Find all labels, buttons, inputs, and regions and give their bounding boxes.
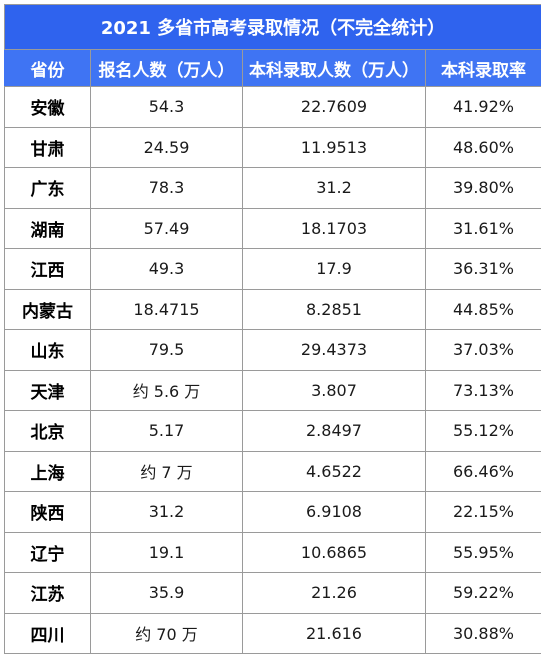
table-row: 天津约 5.6 万 3.807 73.13% bbox=[4, 369, 541, 411]
cell-applicants: 5.17 bbox=[90, 410, 243, 452]
cell-province: 广东 bbox=[4, 167, 91, 209]
cell-admission-rate: 31.61% bbox=[425, 207, 541, 249]
cell-applicants: 24.59 bbox=[90, 126, 243, 168]
cell-admission-rate: 66.46% bbox=[425, 450, 541, 492]
cell-admitted: 21.616 bbox=[242, 612, 426, 654]
cell-admission-rate: 55.12% bbox=[425, 410, 541, 452]
header-admission-rate: 本科录取率 bbox=[425, 49, 541, 87]
cell-applicants: 57.49 bbox=[90, 207, 243, 249]
table-row: 山东 79.5 29.4373 37.03% bbox=[4, 329, 541, 371]
cell-admission-rate: 59.22% bbox=[425, 572, 541, 614]
cell-admitted: 18.1703 bbox=[242, 207, 426, 249]
cell-province: 上海 bbox=[4, 450, 91, 492]
cell-admitted: 17.9 bbox=[242, 248, 426, 290]
header-applicants: 报名人数（万人） bbox=[90, 49, 243, 87]
cell-applicants: 35.9 bbox=[90, 572, 243, 614]
table-row: 广东 78.3 31.2 39.80% bbox=[4, 167, 541, 209]
cell-admitted: 6.9108 bbox=[242, 491, 426, 533]
table-row: 北京 5.17 2.8497 55.12% bbox=[4, 410, 541, 452]
cell-admitted: 22.7609 bbox=[242, 86, 426, 128]
table-row: 湖南 57.49 18.1703 31.61% bbox=[4, 207, 541, 249]
cell-admitted: 4.6522 bbox=[242, 450, 426, 492]
cell-applicants: 约 7 万 bbox=[90, 450, 243, 492]
cell-admitted: 2.8497 bbox=[242, 410, 426, 452]
cell-admission-rate: 73.13% bbox=[425, 369, 541, 411]
cell-applicants: 31.2 bbox=[90, 491, 243, 533]
cell-admission-rate: 55.95% bbox=[425, 531, 541, 573]
cell-applicants: 54.3 bbox=[90, 86, 243, 128]
table-row: 江苏 35.9 21.26 59.22% bbox=[4, 572, 541, 614]
cell-province: 山东 bbox=[4, 329, 91, 371]
cell-admitted: 11.9513 bbox=[242, 126, 426, 168]
table-row: 陕西 31.2 6.9108 22.15% bbox=[4, 491, 541, 533]
admission-table: 2021 多省市高考录取情况（不完全统计） 省份 报名人数（万人） 本科录取人数… bbox=[4, 4, 541, 654]
cell-admitted: 8.2851 bbox=[242, 288, 426, 330]
cell-admission-rate: 39.80% bbox=[425, 167, 541, 209]
cell-applicants: 19.1 bbox=[90, 531, 243, 573]
cell-admission-rate: 41.92% bbox=[425, 86, 541, 128]
cell-admission-rate: 36.31% bbox=[425, 248, 541, 290]
table-row: 安徽 54.3 22.7609 41.92% bbox=[4, 86, 541, 128]
table-row: 江西 49.3 17.9 36.31% bbox=[4, 248, 541, 290]
cell-province: 江西 bbox=[4, 248, 91, 290]
table-row: 四川约 70 万 21.616 30.88% bbox=[4, 612, 541, 654]
cell-admitted: 3.807 bbox=[242, 369, 426, 411]
table-row: 辽宁 19.1 10.6865 55.95% bbox=[4, 531, 541, 573]
cell-province: 安徽 bbox=[4, 86, 91, 128]
table-row: 甘肃 24.59 11.9513 48.60% bbox=[4, 126, 541, 168]
table-row: 内蒙古 18.4715 8.2851 44.85% bbox=[4, 288, 541, 330]
cell-applicants: 78.3 bbox=[90, 167, 243, 209]
cell-applicants: 约 70 万 bbox=[90, 612, 243, 654]
cell-province: 陕西 bbox=[4, 491, 91, 533]
cell-applicants: 约 5.6 万 bbox=[90, 369, 243, 411]
table-body: 安徽 54.3 22.7609 41.92% 甘肃 24.59 11.9513 48.60% 广… bbox=[4, 86, 541, 654]
cell-province: 甘肃 bbox=[4, 126, 91, 168]
cell-province: 辽宁 bbox=[4, 531, 91, 573]
header-admitted: 本科录取人数（万人） bbox=[242, 49, 426, 87]
table-frame: 2021 多省市高考录取情况（不完全统计） 省份 报名人数（万人） 本科录取人数… bbox=[4, 4, 541, 660]
cell-province: 湖南 bbox=[4, 207, 91, 249]
cell-applicants: 49.3 bbox=[90, 248, 243, 290]
cell-admitted: 29.4373 bbox=[242, 329, 426, 371]
cell-applicants: 79.5 bbox=[90, 329, 243, 371]
title-row: 2021 多省市高考录取情况（不完全统计） bbox=[4, 4, 541, 50]
cell-province: 四川 bbox=[4, 612, 91, 654]
cell-admitted: 21.26 bbox=[242, 572, 426, 614]
cell-admission-rate: 30.88% bbox=[425, 612, 541, 654]
cell-admitted: 10.6865 bbox=[242, 531, 426, 573]
cell-province: 天津 bbox=[4, 369, 91, 411]
table-title: 2021 多省市高考录取情况（不完全统计） bbox=[4, 4, 541, 50]
cell-applicants: 18.4715 bbox=[90, 288, 243, 330]
cell-admission-rate: 48.60% bbox=[425, 126, 541, 168]
cell-province: 江苏 bbox=[4, 572, 91, 614]
cell-admission-rate: 37.03% bbox=[425, 329, 541, 371]
cell-province: 北京 bbox=[4, 410, 91, 452]
header-row: 省份 报名人数（万人） 本科录取人数（万人） 本科录取率 bbox=[4, 49, 541, 87]
cell-province: 内蒙古 bbox=[4, 288, 91, 330]
cell-admission-rate: 22.15% bbox=[425, 491, 541, 533]
cell-admitted: 31.2 bbox=[242, 167, 426, 209]
cell-admission-rate: 44.85% bbox=[425, 288, 541, 330]
header-province: 省份 bbox=[4, 49, 91, 87]
table-row: 上海约 7 万 4.6522 66.46% bbox=[4, 450, 541, 492]
